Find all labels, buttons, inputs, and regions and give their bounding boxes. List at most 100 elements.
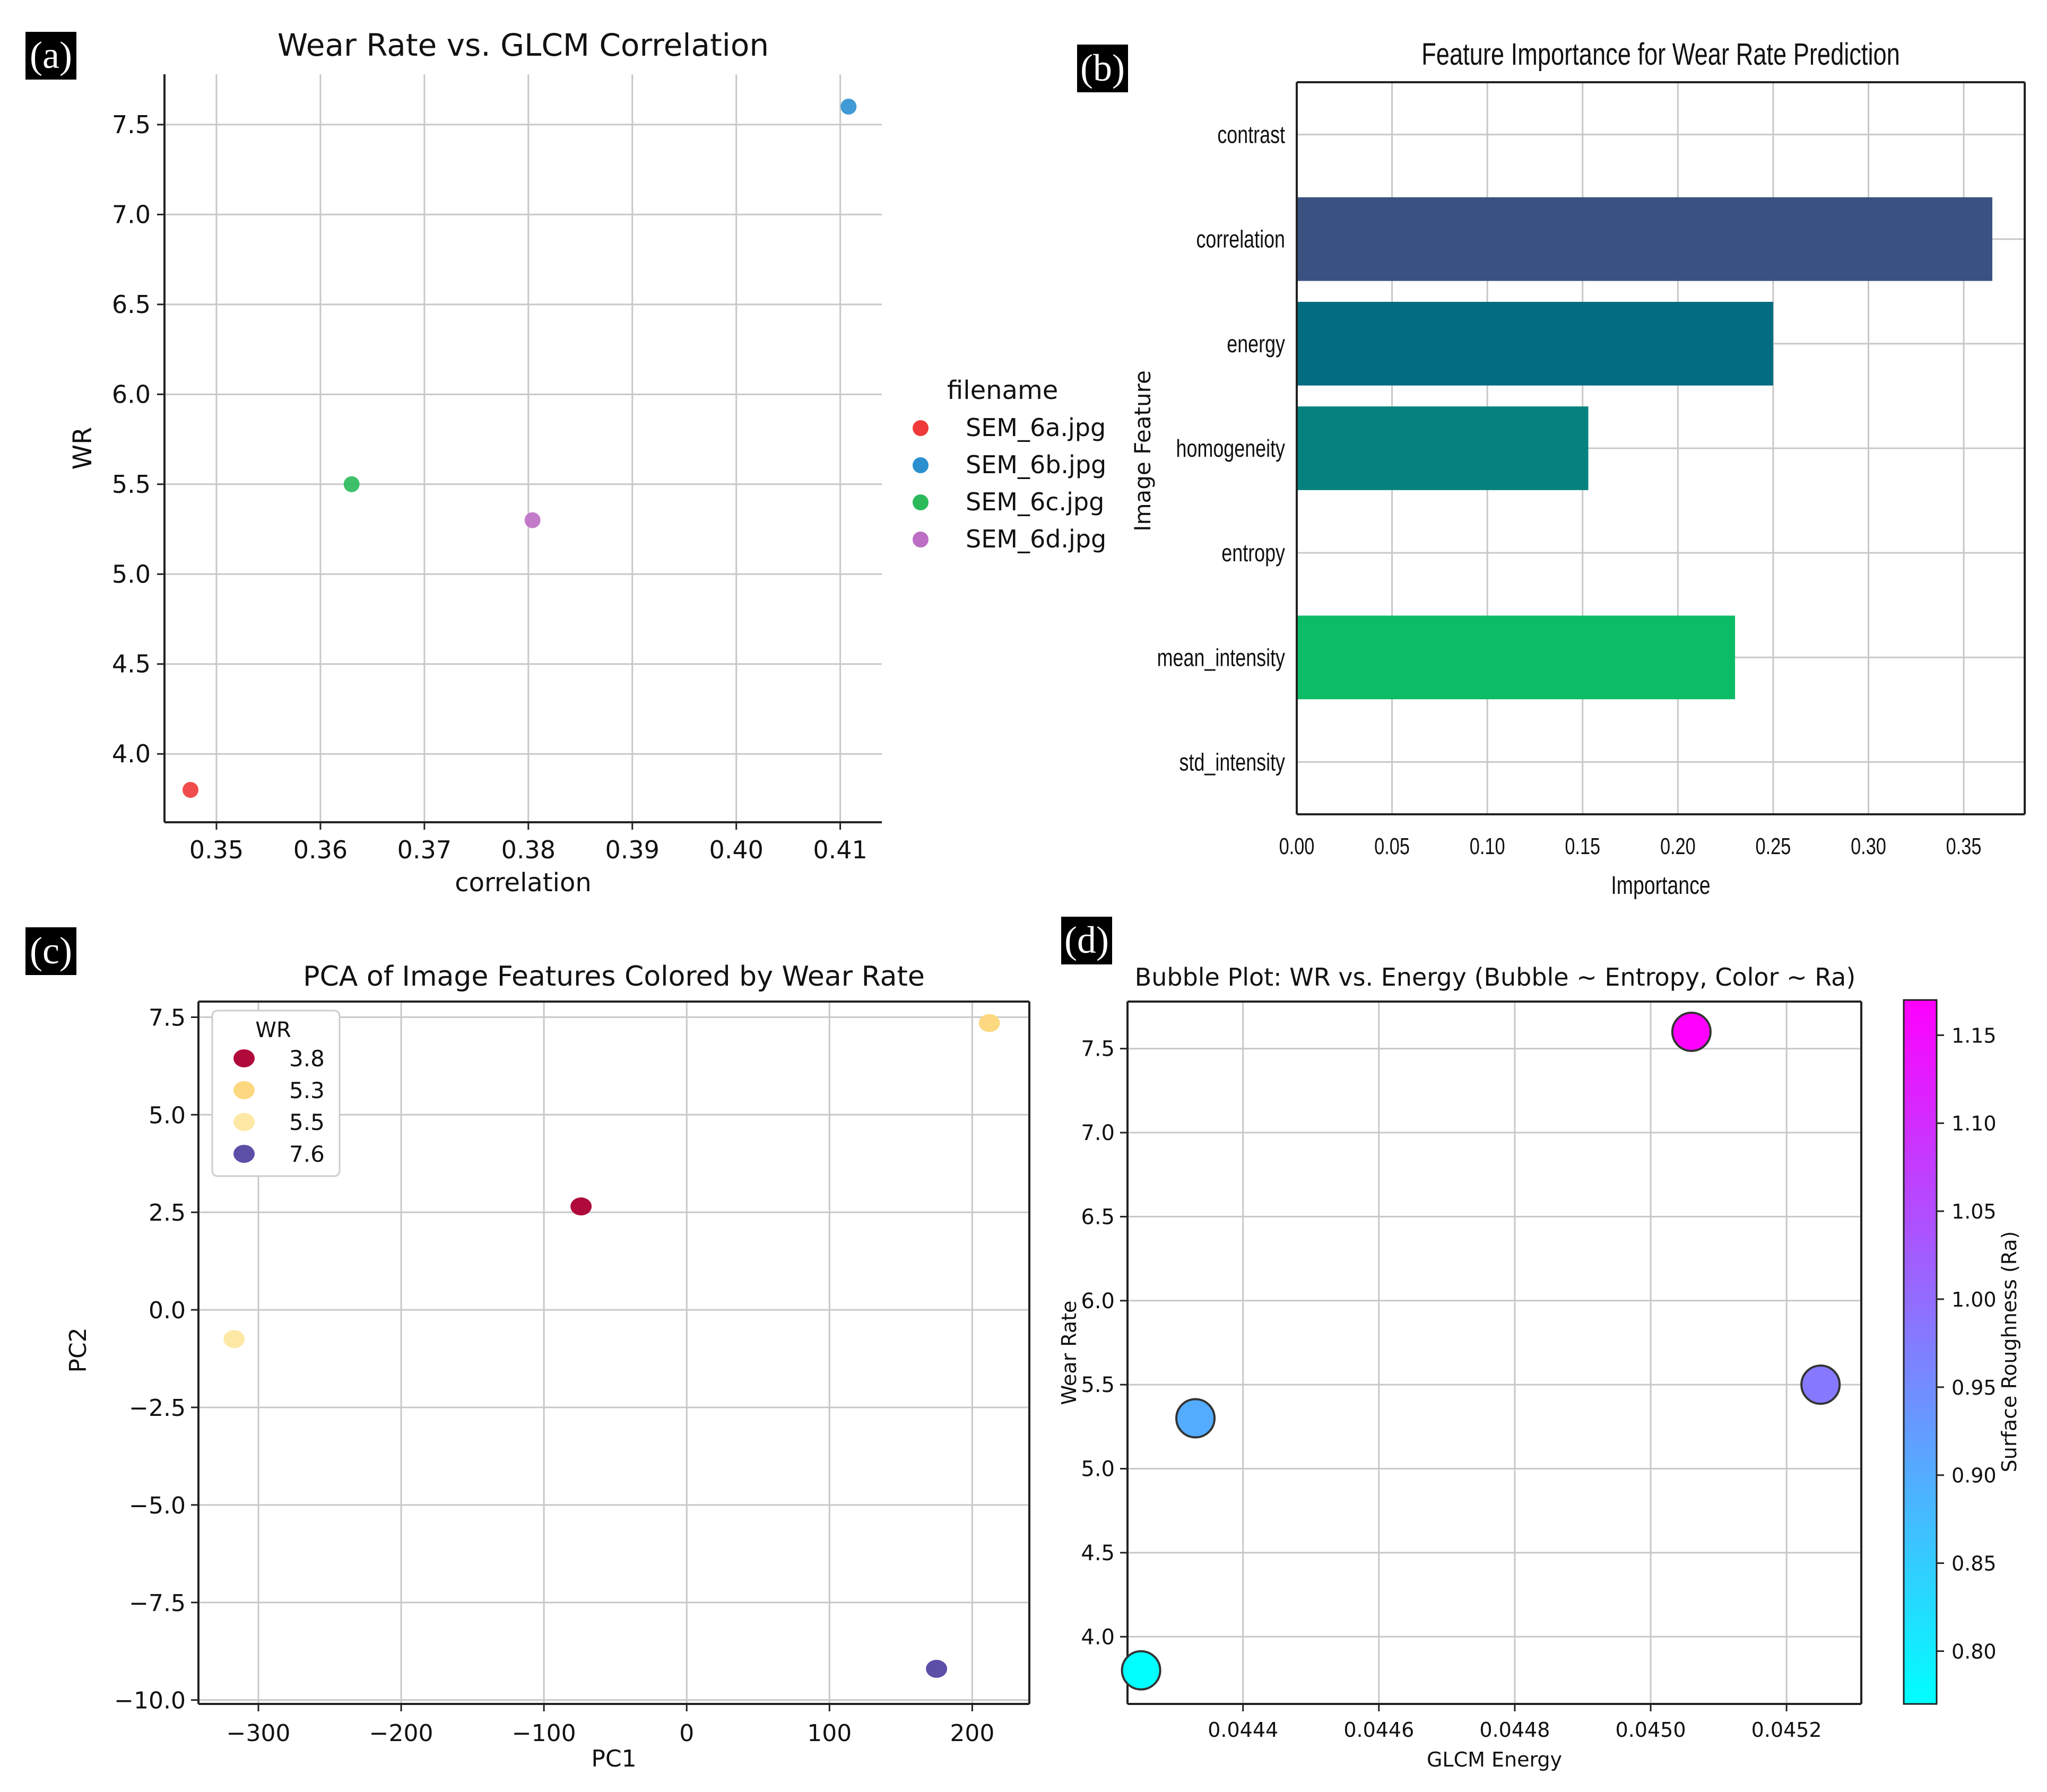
scatter-point	[926, 1659, 948, 1678]
legend-marker	[233, 1145, 255, 1163]
panel-label-text: (c)	[30, 929, 72, 972]
colorbar-tick-label: 0.85	[1951, 1552, 1997, 1576]
legend: WR 3.8 5.3 5.5 7.6	[211, 1010, 341, 1177]
x-tick-label: 100	[807, 1720, 852, 1747]
panel-label-box	[25, 927, 76, 975]
x-tick-label: 0	[679, 1720, 694, 1747]
x-axis-label: Importance	[1611, 872, 1710, 900]
x-axis-label: PC1	[591, 1745, 636, 1772]
legend-label: 7.6	[289, 1141, 325, 1167]
legend-marker	[913, 420, 929, 436]
y-tick-label: 6.0	[1081, 1289, 1115, 1313]
y-tick-label: −7.5	[129, 1590, 186, 1617]
x-tick-label: −100	[512, 1720, 576, 1747]
colorbar-label: Surface Roughness (Ra)	[1998, 1231, 2021, 1473]
panel-label-box	[1061, 917, 1112, 964]
y-tick-label: 7.0	[1081, 1121, 1115, 1145]
y-tick-label: 5.5	[112, 470, 151, 499]
y-tick-label: std_intensity	[1179, 749, 1286, 776]
x-tick-label: 0.15	[1565, 833, 1600, 859]
bubble	[1800, 1364, 1841, 1405]
bar	[1297, 615, 1736, 700]
y-tick-label: −5.0	[129, 1492, 186, 1519]
x-tick-label: 0.41	[813, 836, 867, 864]
scatter-point	[182, 781, 198, 798]
y-tick-label: 7.5	[1081, 1037, 1115, 1062]
x-tick-label: 0.30	[1851, 833, 1886, 859]
y-tick-label: 4.5	[112, 650, 151, 678]
legend-marker	[913, 494, 929, 510]
legend-label: 3.8	[289, 1046, 325, 1072]
y-axis-label: PC2	[65, 1327, 92, 1372]
legend-label: SEM_6a.jpg	[966, 413, 1106, 442]
y-tick-label: contrast	[1217, 121, 1285, 148]
y-tick-label: 4.5	[1081, 1541, 1115, 1565]
x-tick-label: 0.20	[1660, 833, 1696, 859]
x-tick-label: 0.10	[1470, 833, 1505, 859]
y-tick-label: −2.5	[129, 1395, 186, 1422]
bubble	[1671, 1012, 1712, 1052]
legend-label: SEM_6b.jpg	[966, 450, 1106, 479]
x-axis-label: GLCM Energy	[1427, 1748, 1562, 1771]
y-axis-label: WR	[68, 427, 98, 470]
bubble	[1175, 1398, 1216, 1439]
y-tick-label: correlation	[1196, 225, 1285, 253]
y-tick-label: energy	[1227, 330, 1285, 358]
y-tick-label: 5.0	[1081, 1457, 1115, 1482]
panel-b: 0.00 0.05 0.10 0.15 0.20 0.25 0.30 0.35 contrast…	[1130, 38, 2026, 900]
y-tick-label: entropy	[1221, 540, 1285, 567]
x-tick-label: 0.37	[397, 836, 452, 864]
y-axis-label: Wear Rate	[1057, 1301, 1081, 1405]
legend-label: SEM_6d.jpg	[966, 525, 1106, 553]
y-tick-label: 2.5	[149, 1199, 186, 1226]
bar	[1297, 197, 1992, 281]
scatter-point	[840, 99, 857, 115]
y-tick-label: 5.0	[149, 1102, 186, 1129]
x-tick-label: 0.05	[1374, 833, 1410, 859]
y-tick-label: 4.0	[112, 740, 151, 768]
x-tick-label: −200	[369, 1720, 433, 1747]
y-tick-label: 7.5	[149, 1004, 186, 1031]
legend-marker	[913, 457, 929, 473]
bar	[1297, 406, 1589, 490]
y-tick-label: 6.5	[112, 290, 151, 319]
y-tick-label: 6.0	[112, 380, 151, 408]
x-tick-label: 0.35	[1946, 833, 1982, 859]
chart-title: Feature Importance for Wear Rate Predict…	[1421, 38, 1900, 72]
y-tick-label: −10.0	[114, 1687, 186, 1715]
panel-label-text: (d)	[1064, 919, 1109, 961]
legend-label: SEM_6c.jpg	[966, 488, 1104, 516]
legend-title: WR	[255, 1018, 291, 1042]
x-tick-label: 200	[950, 1720, 994, 1747]
colorbar-tick-label: 1.10	[1951, 1112, 1997, 1135]
x-tick-label: 0.25	[1756, 833, 1791, 859]
x-tick-label: −300	[227, 1720, 291, 1747]
panel-label: (b)	[1077, 45, 1128, 92]
y-tick-label: 7.5	[112, 110, 151, 139]
panel-label: (d)	[1061, 917, 1112, 964]
colorbar-tick-label: 1.15	[1951, 1024, 1997, 1047]
x-tick-label: 0.0452	[1751, 1718, 1822, 1742]
y-tick-label: 5.5	[1081, 1373, 1115, 1397]
colorbar-tick-label: 0.90	[1951, 1464, 1997, 1487]
legend-marker	[233, 1049, 255, 1067]
colorbar-tick-label: 0.95	[1951, 1376, 1997, 1399]
scatter-point	[978, 1014, 1000, 1032]
x-tick-label: 0.39	[605, 836, 660, 864]
y-tick-label: mean_intensity	[1157, 644, 1286, 671]
scatter-point	[223, 1330, 245, 1349]
y-tick-label: 4.0	[1081, 1625, 1115, 1649]
colorbar-bar	[1903, 999, 1938, 1705]
x-tick-label: 0.40	[709, 836, 763, 864]
panel-label: (c)	[25, 927, 76, 975]
legend-label: 5.3	[289, 1077, 325, 1103]
y-tick-label: 6.5	[1081, 1205, 1115, 1229]
chart-title: PCA of Image Features Colored by Wear Ra…	[303, 961, 925, 993]
scatter-point	[524, 512, 541, 528]
y-tick-label: homogeneity	[1176, 435, 1286, 462]
chart-title: Wear Rate vs. GLCM Correlation	[277, 27, 769, 63]
scatter-point	[343, 476, 360, 492]
scatter-point	[570, 1197, 592, 1216]
colorbar: 0.80 0.85 0.90 0.95 1.00 1.05 1.10 1.15 Surface …	[1903, 999, 2021, 1705]
